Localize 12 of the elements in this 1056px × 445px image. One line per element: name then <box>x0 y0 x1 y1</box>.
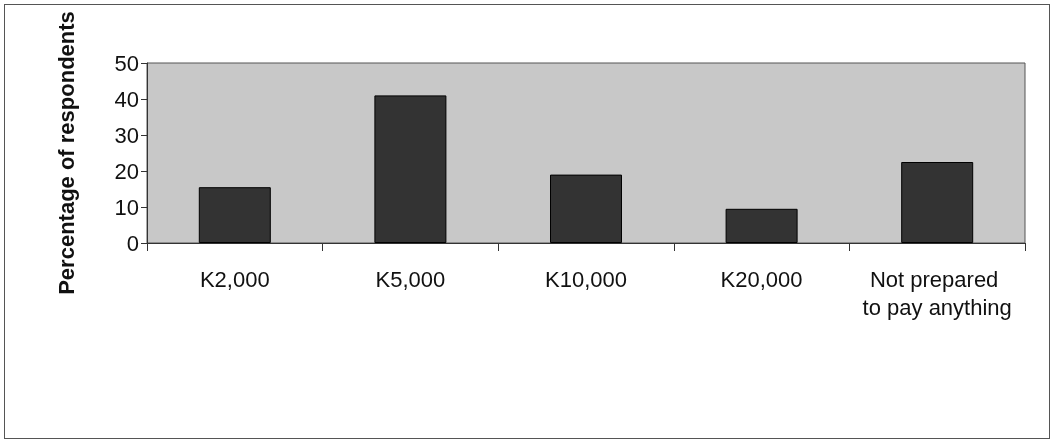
y-tick-label: 20 <box>114 158 139 184</box>
y-tick-label: 0 <box>126 230 139 256</box>
x-tick-label: K10,000 <box>545 266 627 292</box>
x-tick-label: K5,000 <box>375 266 446 292</box>
y-tick-label: 10 <box>114 194 139 220</box>
x-tick-label: Not prepared to pay anything <box>862 266 1012 320</box>
x-tick-label: K2,000 <box>199 266 270 292</box>
y-tick-label: 50 <box>114 50 139 76</box>
y-tick-label: 30 <box>114 122 139 148</box>
y-axis-title: Percentage of respondents <box>53 11 79 295</box>
y-tick-label: 40 <box>114 86 139 112</box>
x-tick-label: K20,000 <box>720 266 803 292</box>
